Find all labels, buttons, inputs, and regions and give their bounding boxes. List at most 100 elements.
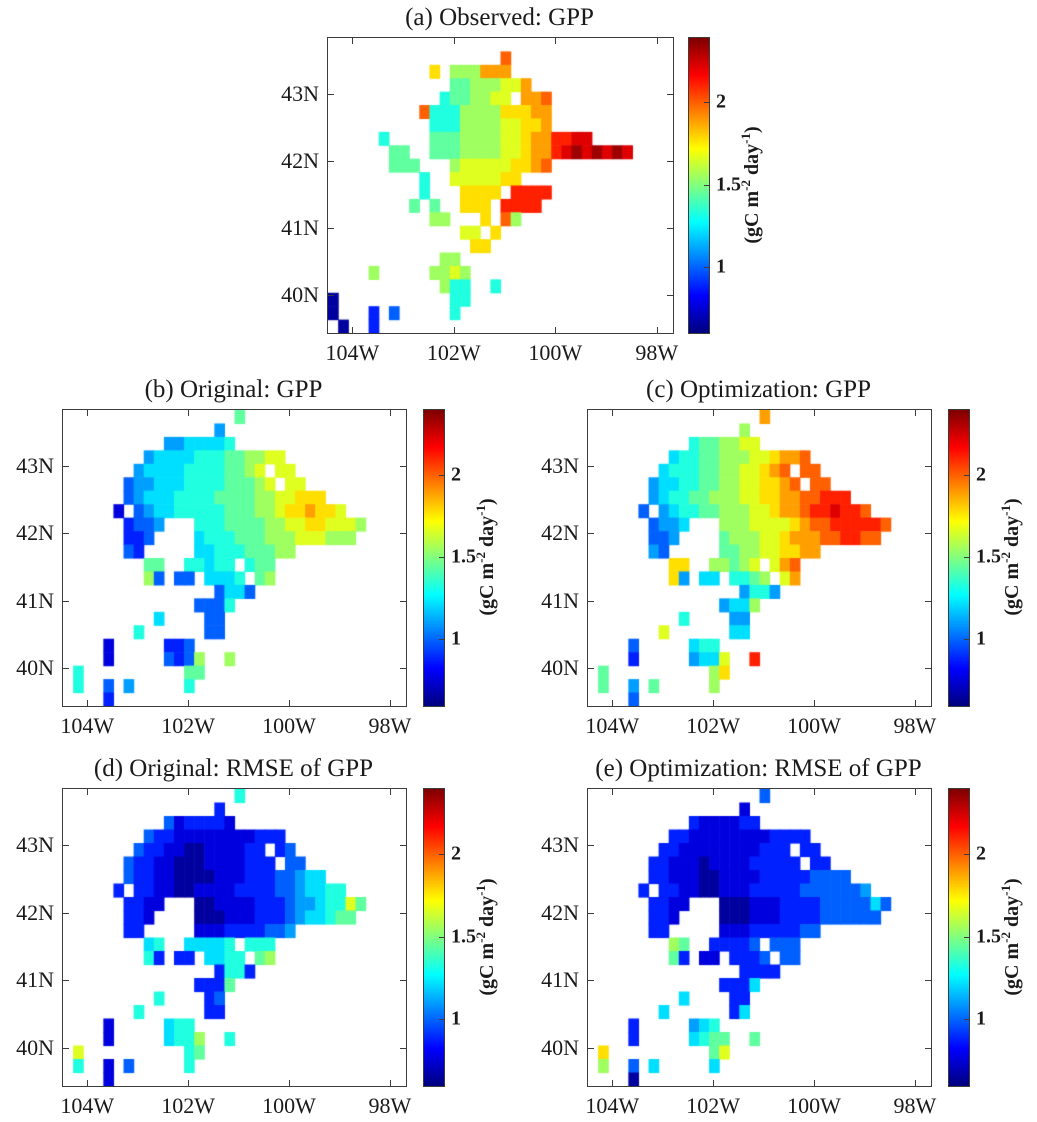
- y-tick-mark: [667, 228, 673, 230]
- panel-a-title: (a) Observed: GPP: [405, 4, 594, 31]
- panel-e-plot-box: [587, 788, 932, 1087]
- y-tick-label: 42N: [541, 899, 579, 925]
- x-tick-label: 104W: [585, 1093, 640, 1118]
- y-tick-mark: [63, 980, 69, 982]
- colorbar-unit-text: day: [740, 143, 763, 180]
- x-tick-mark: [914, 789, 916, 795]
- x-tick-label: 100W: [262, 713, 316, 738]
- y-tick-mark: [63, 600, 69, 602]
- y-tick-mark: [667, 161, 673, 163]
- colorbar-unit-text: -2: [738, 179, 754, 191]
- x-tick-mark: [813, 410, 815, 416]
- x-tick-mark: [288, 410, 290, 416]
- colorbar-tick-label: 1.5: [451, 545, 476, 568]
- y-tick-mark: [588, 1047, 594, 1049]
- colorbar-tick-mark: [964, 936, 969, 938]
- x-tick-mark: [713, 1080, 715, 1086]
- x-tick-mark: [352, 327, 354, 333]
- x-tick-mark: [389, 1080, 391, 1086]
- x-tick-mark: [555, 38, 557, 44]
- colorbar-unit-text: day: [475, 515, 498, 553]
- colorbar-unit-text: -1: [998, 884, 1014, 896]
- colorbar-tick-mark: [964, 639, 969, 641]
- x-tick-mark: [87, 700, 89, 706]
- x-tick-mark: [813, 789, 815, 795]
- x-tick-mark: [87, 789, 89, 795]
- colorbar-tick-mark: [704, 184, 709, 186]
- x-tick-mark: [453, 38, 455, 44]
- panel-b-map-canvas: [63, 410, 406, 706]
- y-tick-mark: [925, 533, 931, 535]
- y-tick-label: 43N: [16, 832, 54, 858]
- colorbar-unit-text: -2: [998, 931, 1014, 943]
- y-tick-label: 41N: [281, 215, 319, 241]
- x-tick-mark: [288, 789, 290, 795]
- y-tick-label: 43N: [541, 832, 579, 858]
- y-tick-label: 41N: [16, 967, 54, 993]
- panel-a-colorbar: [688, 37, 710, 334]
- x-tick-label: 102W: [426, 340, 481, 365]
- panel-e-title: (e) Optimization: RMSE of GPP: [595, 755, 922, 782]
- colorbar-unit-label: (gC m-2 day-1): [738, 126, 764, 243]
- y-tick-mark: [63, 466, 69, 468]
- panel-d-plot-box: [62, 788, 407, 1087]
- panel-d-colorbar: [423, 788, 445, 1087]
- y-tick-mark: [328, 228, 334, 230]
- y-tick-label: 40N: [281, 282, 319, 308]
- colorbar-tick-label: 1: [976, 1007, 986, 1030]
- colorbar-unit-label: (gC m-2 day-1): [998, 498, 1024, 615]
- colorbar-gradient-canvas: [424, 789, 444, 1086]
- colorbar-unit-text: ): [475, 498, 498, 506]
- colorbar-tick-label: 2: [451, 842, 461, 865]
- x-tick-mark: [288, 1080, 290, 1086]
- x-tick-label: 100W: [787, 1093, 841, 1118]
- x-tick-label: 104W: [585, 713, 640, 738]
- colorbar-tick-label: 1.5: [976, 925, 1001, 947]
- y-tick-mark: [400, 533, 406, 535]
- colorbar-tick-label: 1: [451, 627, 461, 650]
- colorbar-gradient-canvas: [949, 789, 969, 1086]
- colorbar-tick-label: 1.5: [976, 545, 1001, 568]
- x-tick-label: 98W: [635, 340, 679, 365]
- y-tick-label: 43N: [16, 453, 54, 479]
- colorbar-tick-mark: [964, 1019, 969, 1021]
- y-tick-mark: [400, 845, 406, 847]
- y-tick-label: 42N: [16, 520, 54, 546]
- x-tick-mark: [188, 700, 190, 706]
- x-tick-mark: [813, 1080, 815, 1086]
- x-tick-mark: [713, 700, 715, 706]
- colorbar-unit-text: -1: [998, 505, 1014, 516]
- y-tick-mark: [925, 980, 931, 982]
- colorbar-tick-mark: [704, 266, 709, 268]
- x-tick-mark: [713, 410, 715, 416]
- y-tick-label: 40N: [16, 1034, 54, 1060]
- y-tick-mark: [588, 845, 594, 847]
- x-tick-label: 98W: [893, 1093, 937, 1118]
- x-tick-mark: [656, 38, 658, 44]
- y-tick-mark: [328, 93, 334, 95]
- x-tick-mark: [389, 410, 391, 416]
- y-tick-mark: [328, 295, 334, 297]
- x-tick-mark: [188, 1080, 190, 1086]
- panel-d-map-canvas: [63, 789, 406, 1086]
- colorbar-tick-label: 1: [716, 255, 726, 277]
- x-tick-label: 104W: [325, 340, 380, 365]
- colorbar-unit-text: ): [475, 877, 498, 885]
- x-tick-mark: [87, 1080, 89, 1086]
- colorbar-tick-label: 2: [716, 90, 726, 113]
- colorbar-gradient-canvas: [689, 38, 709, 333]
- x-tick-mark: [389, 700, 391, 706]
- colorbar-unit-text: (gC m: [475, 562, 498, 616]
- y-tick-mark: [588, 980, 594, 982]
- x-tick-label: 102W: [686, 1093, 740, 1118]
- y-tick-mark: [588, 912, 594, 914]
- colorbar-unit-text: -1: [473, 884, 489, 896]
- x-tick-label: 98W: [368, 713, 412, 738]
- y-tick-label: 41N: [541, 587, 579, 613]
- y-tick-label: 41N: [541, 967, 579, 993]
- colorbar-tick-label: 1: [976, 627, 986, 650]
- y-tick-mark: [588, 533, 594, 535]
- panel-d-title: (d) Original: RMSE of GPP: [93, 755, 374, 782]
- colorbar-unit-label: (gC m-2 day-1): [998, 878, 1024, 995]
